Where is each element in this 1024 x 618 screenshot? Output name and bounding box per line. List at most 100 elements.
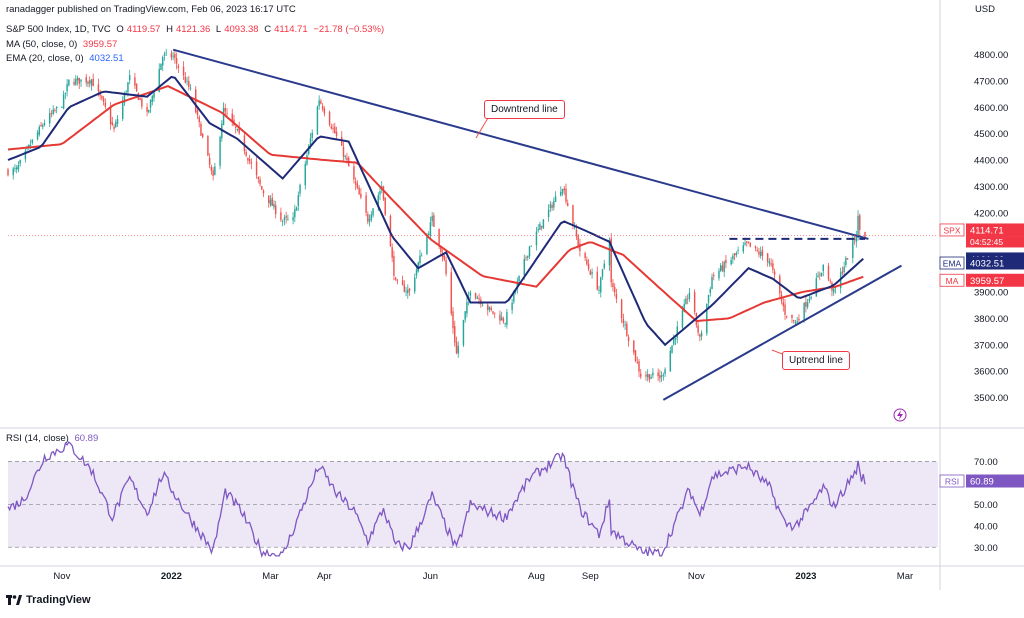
candle [334, 126, 336, 134]
candle [671, 345, 673, 353]
low-label: L [215, 24, 222, 35]
candle [615, 294, 618, 299]
candle [853, 238, 856, 240]
ma-legend[interactable]: MA (50, close, 0) 3959.57 [6, 39, 120, 50]
ema-legend[interactable]: EMA (20, close, 0) 4032.51 [6, 53, 127, 64]
spx-tag-label: SPX [943, 225, 960, 235]
ma-legend-value: 3959.57 [82, 39, 118, 50]
candle [226, 113, 228, 115]
uptrend-callout: Uptrend line [782, 351, 850, 370]
rsi-tick-label: 50.00 [974, 500, 998, 511]
candle [443, 255, 446, 260]
candle [393, 256, 395, 276]
candle [172, 55, 174, 57]
x-tick-label: Nov [688, 571, 705, 582]
x-tick-label: Mar [262, 571, 278, 582]
candle [360, 193, 362, 198]
candle [681, 310, 684, 328]
symbol-title: S&P 500 Index, 1D, TVC [6, 24, 111, 35]
candle [405, 291, 407, 293]
ma-tag-value: 3959.57 [970, 276, 1004, 287]
candle [841, 271, 844, 274]
candle [234, 126, 237, 129]
y-tick-label: 3500.00 [974, 393, 1008, 404]
candle [600, 277, 602, 293]
candle [575, 229, 578, 237]
candle [805, 301, 807, 307]
candle [344, 156, 346, 157]
candle [431, 216, 433, 222]
candle [201, 133, 204, 138]
candle [101, 96, 103, 99]
candle [829, 280, 831, 282]
candle [420, 255, 423, 257]
candle [547, 209, 550, 218]
candle [683, 303, 685, 312]
currency-text: USD [974, 4, 995, 15]
candle [62, 94, 65, 109]
candle [158, 69, 160, 93]
candle [148, 109, 150, 113]
candle [528, 246, 531, 257]
candle [382, 186, 385, 200]
candle [165, 52, 167, 54]
candle [758, 251, 760, 255]
candle [573, 227, 576, 229]
candle [737, 250, 739, 252]
candle [549, 204, 552, 209]
candle [706, 303, 708, 334]
tradingview-logo[interactable]: TradingView [6, 594, 91, 606]
candle [222, 107, 225, 125]
candle [718, 270, 720, 279]
candle [542, 219, 545, 229]
rsi-legend-label: RSI (14, close) [6, 433, 69, 444]
candle [674, 337, 677, 340]
candle [733, 253, 736, 256]
high-label: H [166, 24, 173, 35]
candle [786, 316, 788, 317]
y-tick-label: 4200.00 [974, 208, 1008, 219]
candle [163, 54, 166, 56]
candle [572, 205, 574, 226]
candle [730, 259, 732, 265]
candle [61, 107, 63, 108]
ema-tag-value-box [966, 256, 1024, 270]
candle [396, 280, 399, 282]
currency-label: USD [975, 4, 998, 15]
candle [438, 228, 440, 247]
candle [669, 350, 672, 372]
candle [474, 293, 477, 299]
candle [493, 312, 496, 314]
ma-tag-label: MA [946, 276, 959, 286]
candle [261, 186, 263, 190]
candle [285, 216, 287, 218]
ma-tag-label-box [939, 273, 965, 287]
rsi-legend[interactable]: RSI (14, close) 60.89 [6, 433, 101, 444]
candle [457, 345, 459, 354]
candle [146, 107, 148, 112]
candle [440, 247, 442, 253]
candle [709, 288, 712, 294]
candle [859, 215, 861, 230]
candle [318, 100, 320, 106]
rsi-tag-value: 60.89 [970, 476, 994, 487]
candle [236, 128, 239, 131]
candle [640, 373, 642, 377]
publisher-line: ranadagger published on TradingView.com,… [6, 4, 299, 15]
candle [759, 251, 762, 257]
candle [414, 277, 416, 292]
y-tick-label: 4600.00 [974, 103, 1008, 114]
candle [502, 318, 505, 322]
candle [212, 170, 214, 176]
candle [589, 270, 592, 275]
candle [259, 179, 261, 185]
candle [490, 308, 492, 310]
candle [377, 195, 379, 208]
candle [657, 372, 659, 377]
candle [85, 77, 87, 83]
candle [563, 188, 565, 191]
open-label: O [116, 24, 124, 35]
candle [102, 98, 105, 102]
candle [516, 281, 519, 289]
